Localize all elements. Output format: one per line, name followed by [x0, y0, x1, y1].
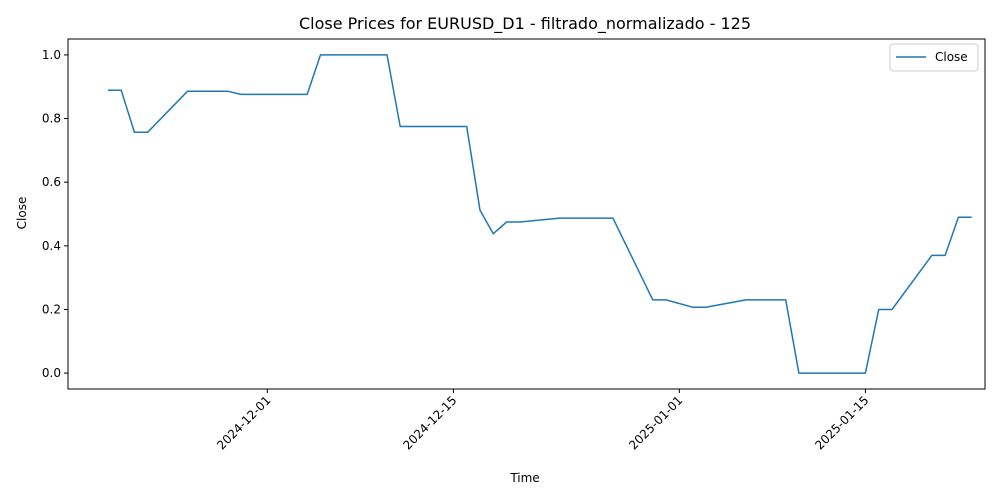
chart-title: Close Prices for EURUSD_D1 - filtrado_no…: [299, 14, 751, 34]
y-tick-label: 0.0: [42, 366, 61, 380]
y-tick-label: 0.4: [42, 239, 61, 253]
y-tick-label: 0.6: [42, 175, 61, 189]
legend: Close: [889, 43, 979, 72]
y-tick-label: 1.0: [42, 48, 61, 62]
x-axis-label: Time: [509, 471, 539, 485]
plot-frame: [67, 38, 986, 390]
y-axis-label: Close: [15, 197, 29, 230]
y-tick-label: 0.8: [42, 112, 61, 126]
legend-box: [889, 43, 979, 72]
y-tick-label: 0.2: [42, 302, 61, 316]
legend-entry-close: Close: [935, 50, 968, 64]
series-line-close: [107, 54, 972, 374]
y-axis: 0.0 0.2 0.4 0.6 0.8 1.0: [42, 48, 68, 380]
plot-area: [67, 38, 986, 390]
